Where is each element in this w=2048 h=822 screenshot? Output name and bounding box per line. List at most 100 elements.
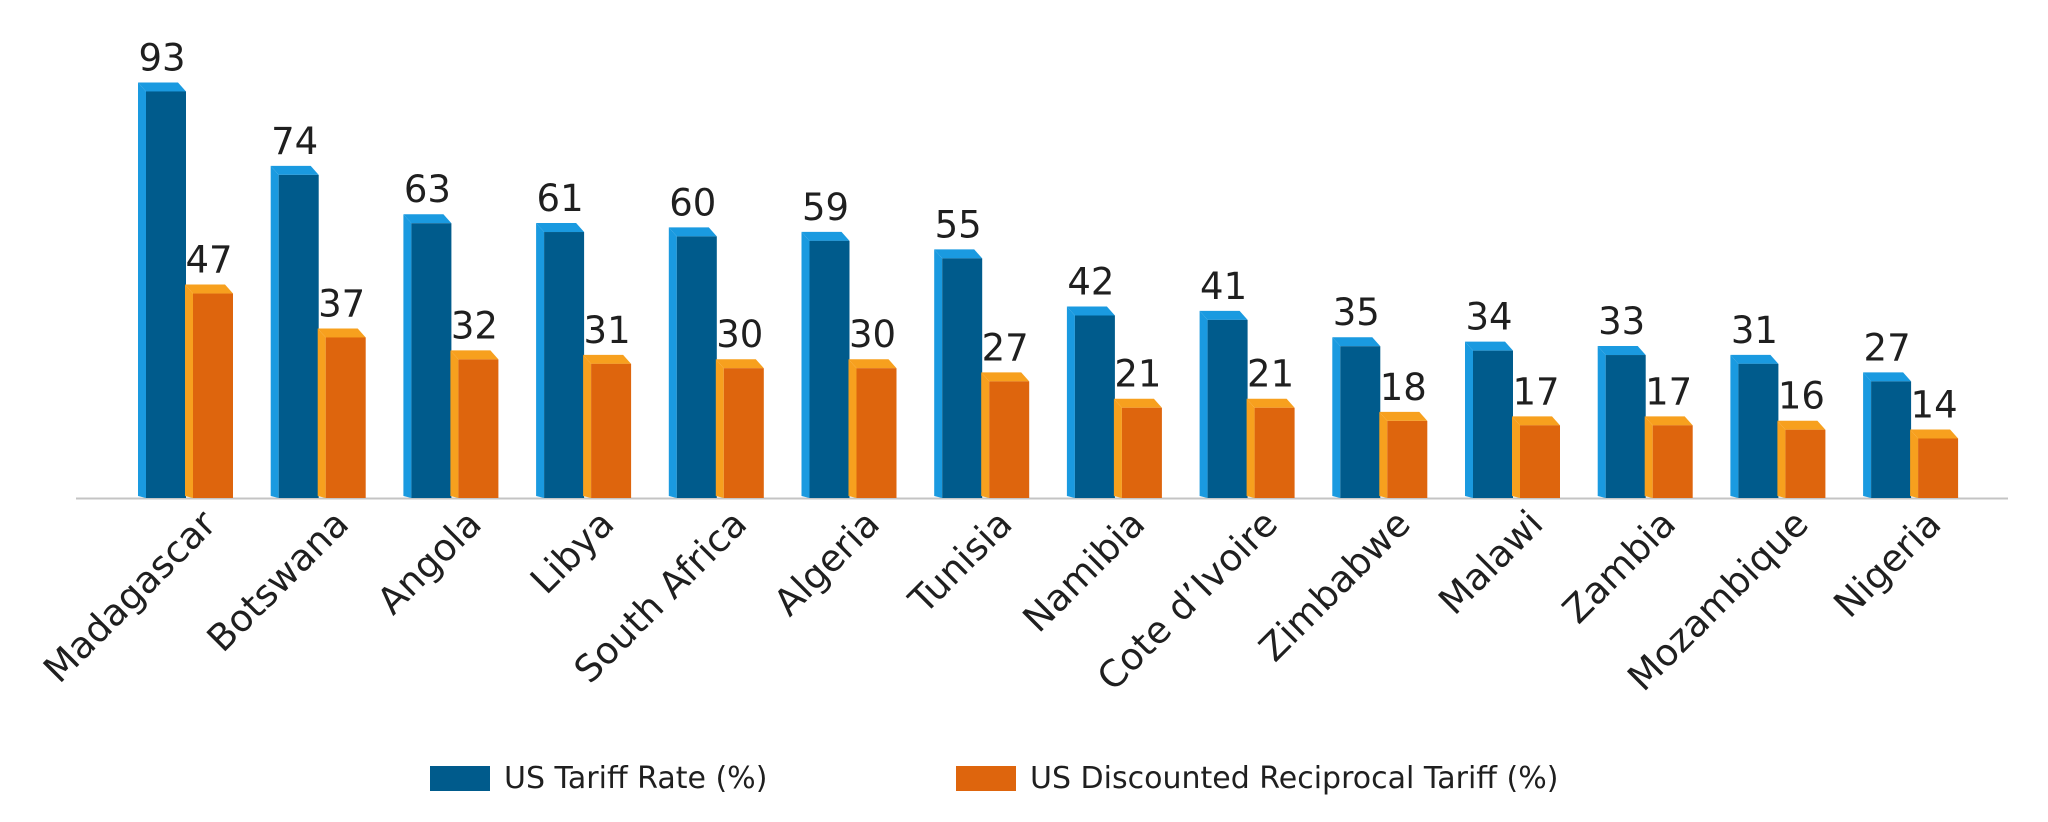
bar-madagascar-series-0 [138, 82, 186, 499]
legend-label-tariff-rate: US Tariff Rate (%) [504, 760, 768, 796]
bar-side [1199, 310, 1208, 498]
chart-legend: US Tariff Rate (%) US Discounted Recipro… [0, 756, 2048, 800]
bar-side [1332, 337, 1341, 498]
data-label-nigeria-series-0: 27 [1864, 326, 1911, 369]
data-label-malawi-series-1: 17 [1512, 370, 1559, 413]
bar-cote-d-ivoire-series-0 [1199, 310, 1248, 498]
bar-side [1597, 346, 1606, 498]
bar-side [1730, 354, 1739, 498]
bar-top [317, 328, 366, 338]
bar-angola-series-1 [450, 350, 499, 498]
bar-side [1777, 420, 1786, 498]
x-tick-label-zambia: Zambia [1554, 502, 1684, 632]
bar-front [1387, 420, 1428, 498]
bar-top [450, 350, 499, 360]
bar-top [1199, 310, 1248, 320]
data-label-south-africa-series-1: 30 [716, 313, 763, 356]
bar-top [1113, 398, 1162, 408]
x-tick-label-angola: Angola [369, 502, 490, 623]
bar-top [270, 165, 319, 175]
data-label-angola-series-1: 32 [451, 304, 498, 347]
x-tick-label-libya: Libya [522, 502, 622, 602]
bar-top [536, 223, 585, 233]
bar-front [1785, 429, 1826, 498]
bar-side [1066, 306, 1075, 498]
bar-top [715, 359, 764, 369]
bar-top [1066, 306, 1115, 316]
legend-swatch-tariff-rate [430, 765, 490, 791]
bar-front [676, 236, 717, 499]
bar-tunisia-series-0 [934, 249, 983, 498]
bar-side [536, 223, 545, 499]
bar-zimbabwe-series-0 [1332, 337, 1381, 498]
bar-side [1246, 398, 1255, 498]
bar-side [1644, 416, 1653, 498]
bar-top [1910, 429, 1959, 439]
bar-top [1246, 398, 1295, 408]
bar-front [1254, 407, 1295, 498]
bar-top [1644, 416, 1693, 426]
data-label-south-africa-series-0: 60 [669, 181, 716, 224]
bar-top [583, 354, 632, 364]
bar-mozambique-series-0 [1730, 354, 1779, 498]
data-label-cote-d-ivoire-series-0: 41 [1200, 265, 1247, 308]
bar-zambia-series-0 [1597, 346, 1646, 498]
bar-front [1074, 315, 1115, 498]
bar-front [1738, 363, 1779, 498]
data-label-algeria-series-0: 59 [802, 186, 849, 229]
bar-top [848, 359, 897, 369]
bar-front [1605, 355, 1646, 498]
data-label-libya-series-0: 61 [537, 177, 584, 220]
bar-front [1871, 381, 1912, 498]
bar-zimbabwe-series-1 [1379, 411, 1428, 498]
bar-namibia-series-1 [1113, 398, 1162, 498]
legend-label-reciprocal-tariff: US Discounted Reciprocal Tariff (%) [1030, 760, 1559, 796]
data-label-zambia-series-0: 33 [1598, 300, 1645, 343]
data-label-libya-series-1: 31 [584, 309, 631, 352]
chart-plot-area: 93 47 Madagascar 74 37 Botswana 63 32 Angola 61 31… [35, 36, 2008, 699]
x-tick-label-nigeria: Nigeria [1825, 502, 1949, 626]
bar-malawi-series-0 [1465, 341, 1513, 498]
data-label-namibia-series-0: 42 [1067, 260, 1114, 303]
bar-side [317, 328, 326, 498]
bar-side [1113, 398, 1122, 498]
bar-cote-d-ivoire-series-1 [1246, 398, 1295, 498]
bar-front [809, 240, 850, 499]
bar-side [403, 214, 412, 498]
bar-south-africa-series-0 [668, 227, 717, 499]
bar-algeria-series-1 [848, 359, 897, 498]
data-label-angola-series-0: 63 [404, 168, 451, 211]
bar-madagascar-series-1 [185, 284, 233, 498]
bar-top [668, 227, 717, 237]
bar-top [185, 284, 233, 294]
data-label-algeria-series-1: 30 [849, 313, 896, 356]
bar-front [325, 337, 366, 498]
bar-side [715, 359, 724, 498]
bar-front [989, 381, 1030, 498]
data-label-zimbabwe-series-1: 18 [1380, 366, 1427, 409]
bar-front [856, 368, 897, 498]
bar-front [278, 174, 319, 498]
bar-front [1340, 346, 1381, 498]
bar-front [723, 368, 764, 498]
bar-side [1379, 411, 1388, 498]
bar-side [583, 354, 592, 498]
data-label-mozambique-series-1: 16 [1778, 375, 1825, 418]
bar-top [1597, 346, 1646, 356]
data-label-zambia-series-1: 17 [1645, 370, 1692, 413]
bar-front [1652, 425, 1693, 498]
bar-front [458, 359, 499, 498]
bar-malawi-series-1 [1512, 416, 1560, 498]
bar-top [1512, 416, 1560, 426]
data-label-mozambique-series-0: 31 [1731, 309, 1778, 352]
bar-libya-series-0 [536, 223, 585, 499]
data-label-botswana-series-1: 37 [318, 282, 365, 325]
data-label-cote-d-ivoire-series-1: 21 [1247, 353, 1294, 396]
bar-side [138, 82, 146, 499]
bar-top [1730, 354, 1779, 364]
bar-side [934, 249, 943, 498]
bar-front [1520, 425, 1560, 498]
bar-side [1512, 416, 1520, 498]
legend-item-reciprocal-tariff: US Discounted Reciprocal Tariff (%) [956, 756, 1558, 800]
